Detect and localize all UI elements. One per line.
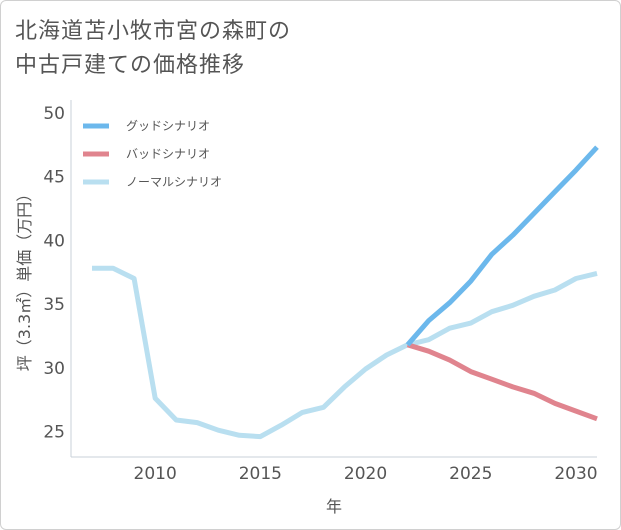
ticks: 2010 2015 2020 2025 2030 25 30 35 40 45 50 [43, 104, 597, 484]
y-tick-label: 40 [43, 231, 65, 251]
x-tick-label: 2030 [554, 464, 597, 484]
x-tick-label: 2015 [239, 464, 282, 484]
series-layer [92, 145, 599, 440]
y-tick-label: 50 [43, 104, 65, 124]
x-tick-label: 2010 [134, 464, 177, 484]
chart-title: 北海道苫小牧市宮の森町の 中古戸建ての価格推移 [15, 15, 291, 83]
y-axis-label: 坪（3.3㎡）単価（万円） [15, 186, 34, 371]
y-tick-label: 25 [43, 423, 65, 443]
y-tick-label: 30 [43, 359, 65, 379]
chart-title-line-1: 北海道苫小牧市宮の森町の [15, 19, 292, 44]
legend-label-1: バッドシナリオ [126, 147, 210, 161]
series-line-2 [92, 265, 598, 440]
legend-label-0: グッドシナリオ [126, 119, 210, 133]
x-tick-label: 2020 [344, 464, 387, 484]
chart-title-line-2: 中古戸建ての価格推移 [15, 53, 246, 78]
x-tick-label: 2025 [449, 464, 492, 484]
series-line-0 [405, 145, 599, 347]
x-axis-label: 年 [326, 497, 342, 516]
y-tick-label: 35 [43, 295, 65, 315]
y-tick-label: 45 [43, 168, 65, 188]
series-line-1 [406, 342, 598, 422]
legend-label-2: ノーマルシナリオ [126, 175, 222, 189]
